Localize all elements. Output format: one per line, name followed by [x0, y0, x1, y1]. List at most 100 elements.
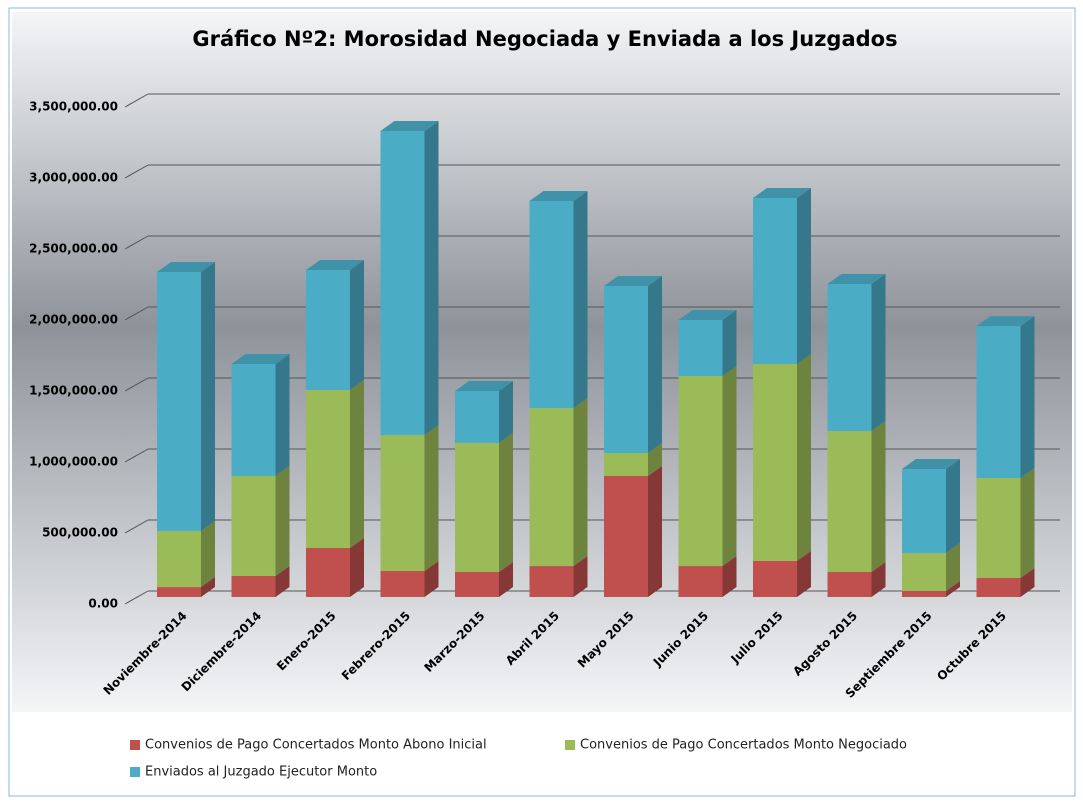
grid-line: [124, 93, 149, 108]
bar-top: [753, 187, 811, 198]
bar: [157, 271, 201, 531]
bar-side: [722, 556, 737, 597]
bar: [529, 407, 574, 567]
bar: [157, 530, 201, 588]
grid-line: [124, 164, 149, 179]
grid-line: [124, 590, 149, 605]
bar: [604, 286, 648, 454]
bar-side: [275, 353, 290, 477]
y-tick-label: 2,500,000.00: [29, 242, 118, 256]
chart-title: Gráfico Nº2: Morosidad Negociada y Envia…: [192, 27, 897, 51]
bar-side: [648, 443, 662, 477]
bar-top: [604, 276, 662, 287]
bar: [231, 476, 276, 576]
legend-label: Convenios de Pago Concertados Monto Abon…: [145, 738, 487, 753]
bar: [604, 453, 648, 477]
bar-side: [201, 261, 215, 531]
bar-top: [902, 459, 960, 470]
y-tick-label: 3,500,000.00: [29, 100, 118, 114]
bar-side: [871, 274, 886, 432]
bar-side: [499, 562, 513, 597]
bar-side: [499, 432, 513, 573]
bar: [902, 469, 946, 553]
bar: [529, 566, 574, 597]
bar-side: [424, 120, 439, 435]
bar-side: [573, 190, 588, 408]
bar-side: [1020, 468, 1035, 578]
bar-top: [306, 259, 364, 270]
bar-side: [275, 466, 290, 576]
bar-top: [455, 380, 513, 391]
bar-side: [648, 466, 662, 597]
bar: [902, 591, 946, 597]
bar-side: [275, 565, 290, 597]
grid-line: [124, 377, 149, 392]
bar-side: [946, 459, 960, 553]
bar-side: [573, 397, 588, 567]
y-tick-label: 2,000,000.00: [29, 313, 118, 327]
bar: [678, 376, 723, 567]
bar: [157, 587, 201, 597]
y-tick-label: 0.00: [88, 597, 118, 611]
bar: [380, 571, 425, 597]
bar-side: [201, 577, 215, 597]
bar-top: [529, 190, 588, 201]
bar: [306, 269, 350, 390]
bar-side: [722, 366, 737, 567]
bar-side: [201, 520, 215, 588]
bar: [529, 200, 574, 408]
bar-top: [827, 274, 886, 285]
bar: [306, 389, 350, 549]
bar-side: [797, 353, 811, 561]
bar: [976, 577, 1021, 597]
y-tick-label: 1,000,000.00: [29, 455, 118, 469]
bar-side: [797, 187, 811, 364]
bar: [902, 552, 946, 592]
bar-side: [871, 562, 886, 597]
bar-side: [573, 556, 588, 597]
bar-top: [380, 120, 439, 131]
bar-side: [946, 581, 960, 597]
bar-side: [350, 379, 364, 549]
bar-top: [157, 261, 215, 272]
bar-side: [424, 424, 439, 572]
bar: [455, 390, 499, 443]
bar: [231, 575, 276, 597]
legend-swatch: [130, 740, 140, 750]
bar-side: [499, 380, 513, 443]
bar-top: [231, 353, 290, 364]
bar-side: [871, 421, 886, 573]
bar: [753, 363, 797, 561]
bar-side: [946, 542, 960, 592]
bar: [455, 442, 499, 573]
bar: [753, 197, 797, 364]
bar-side: [350, 259, 364, 390]
bar: [604, 476, 648, 597]
bar-side: [648, 276, 662, 454]
grid-line: [124, 235, 149, 250]
legend-label: Convenios de Pago Concertados Monto Nego…: [580, 738, 907, 753]
bar: [827, 284, 872, 432]
legend-swatch: [565, 740, 575, 750]
y-tick-label: 1,500,000.00: [29, 384, 118, 398]
bar: [380, 130, 425, 435]
bar-side: [350, 538, 364, 597]
grid-line: [124, 519, 149, 534]
bar-side: [1020, 316, 1035, 479]
grid-line: [124, 448, 149, 463]
bar: [231, 363, 276, 477]
bar-side: [797, 550, 811, 597]
bar-top: [976, 316, 1035, 327]
bar-side: [1020, 567, 1035, 597]
y-tick-label: 500,000.00: [42, 526, 118, 540]
legend-swatch: [130, 767, 140, 777]
bar: [976, 326, 1021, 479]
bar: [678, 566, 723, 597]
legend-label: Enviados al Juzgado Ejecutor Monto: [145, 765, 377, 780]
bar-side: [722, 309, 737, 377]
bar: [380, 434, 425, 572]
bar: [455, 572, 499, 597]
bar: [827, 431, 872, 573]
bar: [753, 560, 797, 597]
grid-line: [124, 306, 149, 321]
